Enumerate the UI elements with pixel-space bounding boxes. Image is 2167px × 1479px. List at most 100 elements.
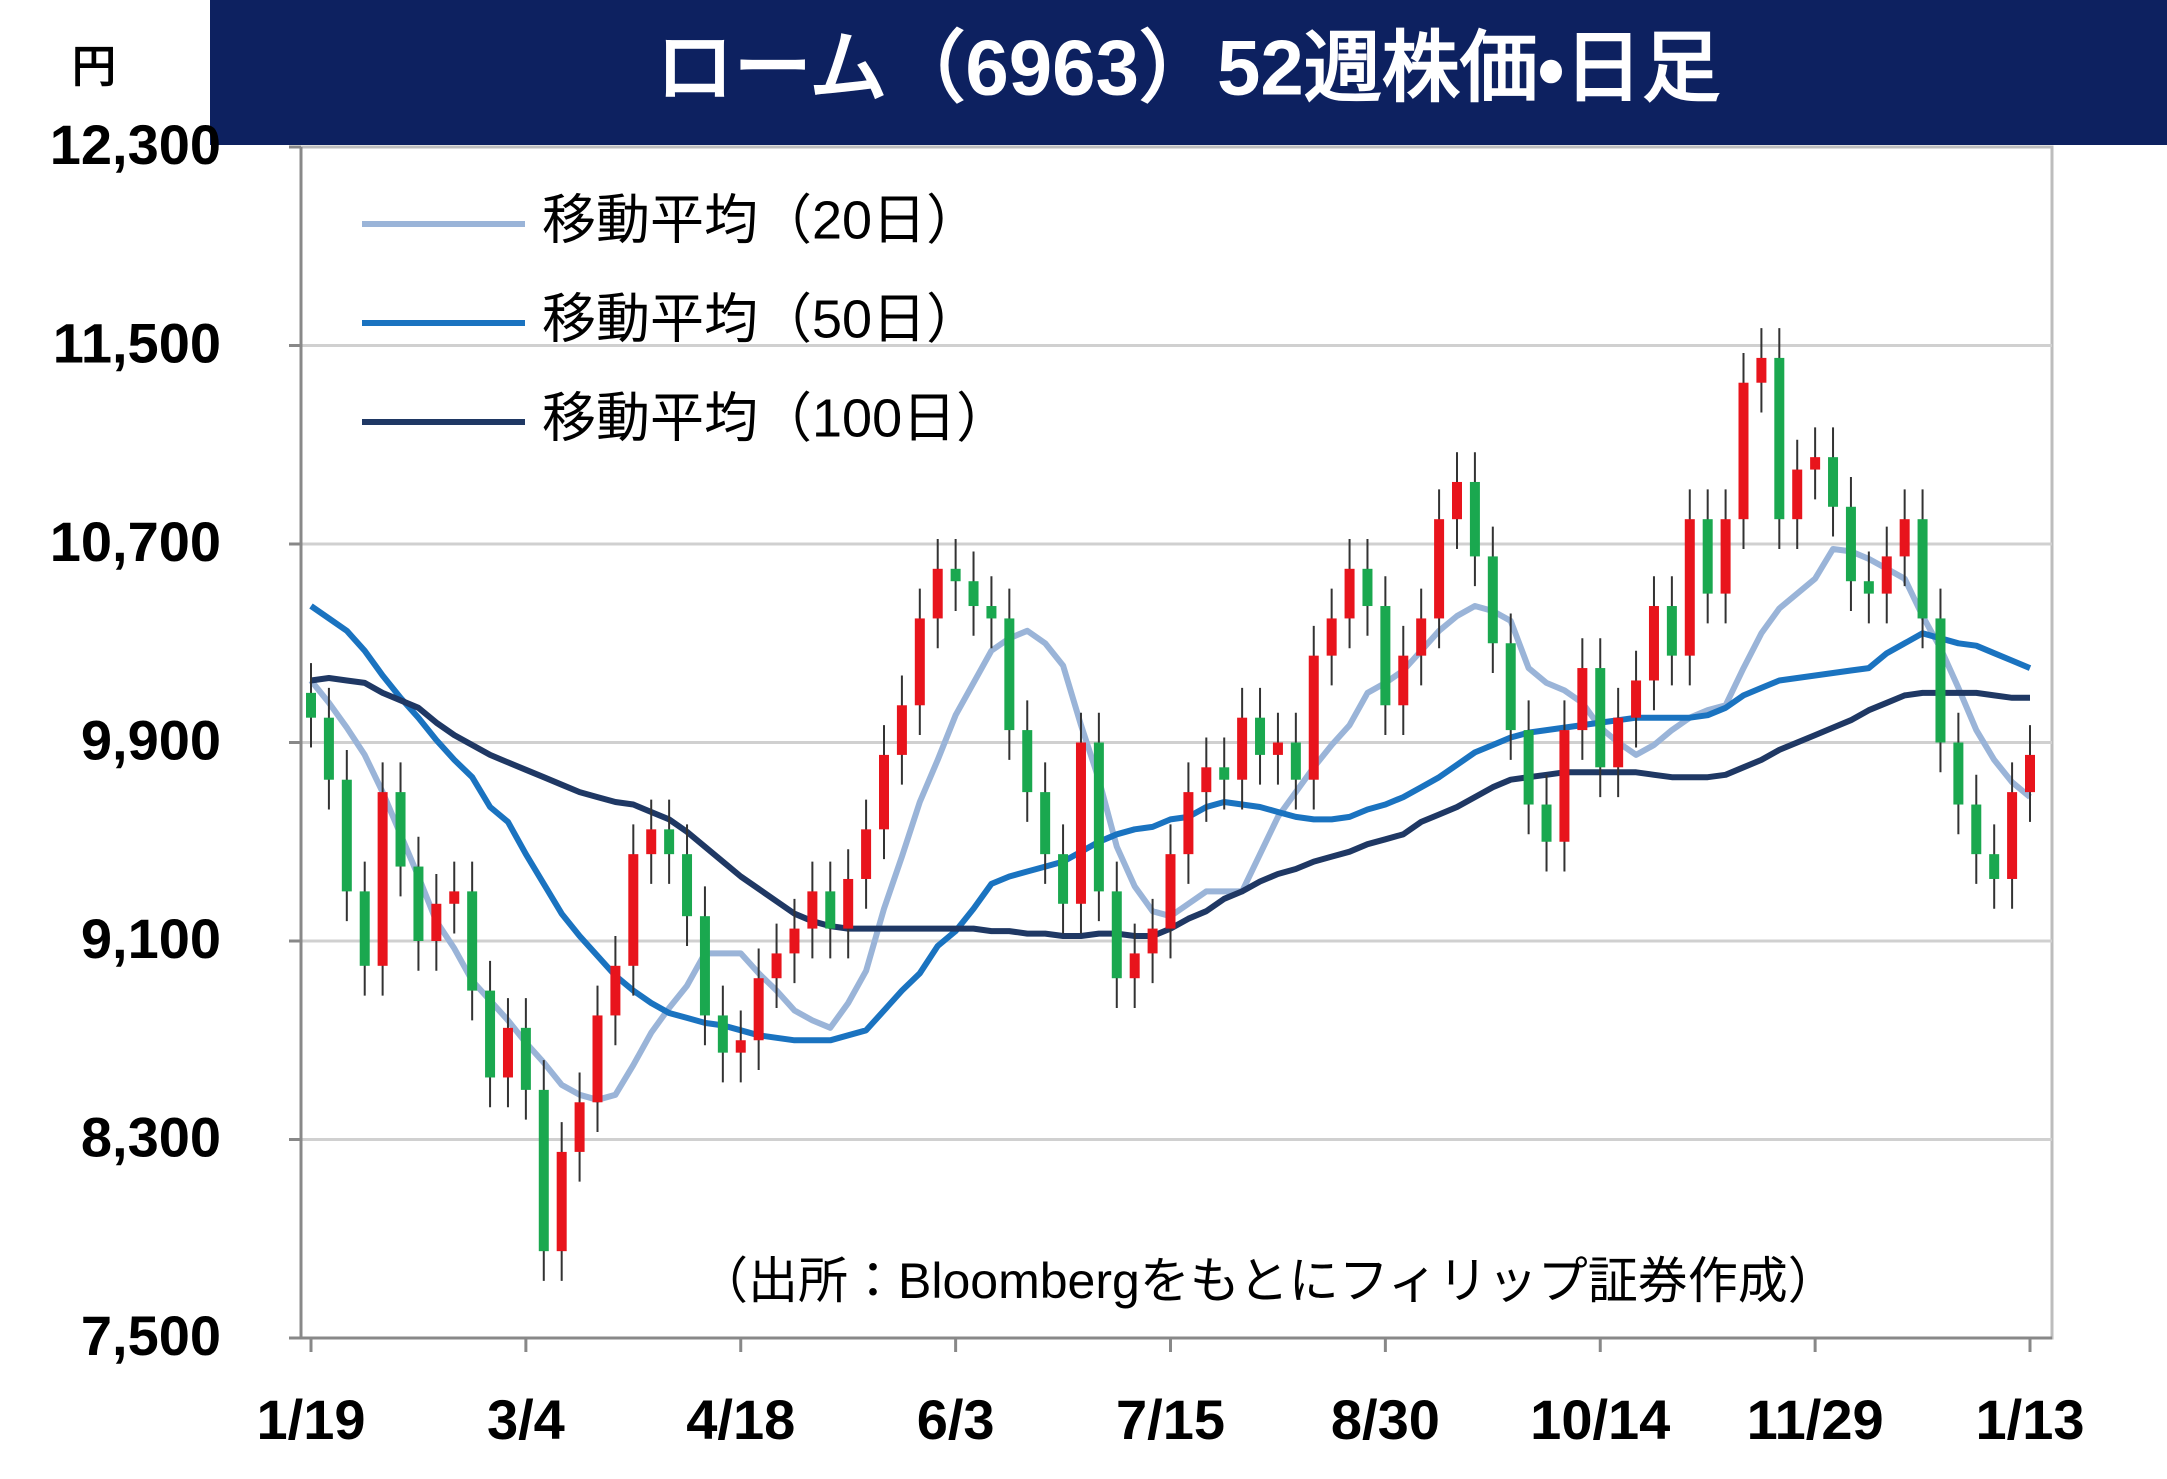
candle-body — [449, 891, 460, 904]
candle-body — [1881, 556, 1892, 594]
candle-body — [1666, 606, 1677, 656]
candle-body — [1971, 804, 1982, 855]
candle-body — [2025, 754, 2035, 793]
candles — [306, 328, 2035, 1281]
candle-body — [1129, 953, 1140, 979]
candle-body — [1810, 457, 1821, 470]
candle-body — [1290, 742, 1301, 780]
candle-body — [986, 606, 997, 619]
candle-body — [735, 1040, 746, 1053]
candle-body — [323, 717, 334, 780]
candle-body — [1237, 717, 1248, 780]
y-tick-label: 9,900 — [81, 708, 221, 771]
candle-body — [306, 692, 316, 718]
candle-body — [896, 705, 907, 755]
candle-body — [1792, 469, 1803, 520]
candle-body — [1344, 568, 1355, 619]
candle-body — [1863, 581, 1874, 594]
candle-body — [1362, 568, 1373, 607]
candle-body — [771, 953, 782, 979]
grid — [301, 344, 2052, 1141]
candle-body — [646, 829, 657, 855]
candle-body — [1523, 730, 1534, 805]
candle-body — [1613, 717, 1624, 768]
candle-body — [574, 1102, 585, 1152]
candle-body — [1219, 767, 1230, 780]
legend: 移動平均（20日） 移動平均（50日） 移動平均（100日） — [362, 190, 1010, 448]
candle-body — [1326, 618, 1337, 656]
candle-body — [1487, 556, 1498, 644]
candle-body — [717, 1015, 728, 1053]
candle-body — [1756, 357, 1767, 383]
candle-body — [879, 754, 889, 830]
candle-body — [1452, 481, 1462, 520]
candle-body — [1075, 742, 1086, 904]
source-note: （出所：Bloombergをもとにフィリップ証券作成） — [698, 1253, 1838, 1309]
y-tick-label: 11,500 — [53, 311, 221, 374]
candle-body — [1434, 519, 1445, 619]
candle-body — [1595, 668, 1606, 768]
axes: 7,500 8,300 9,100 9,900 10,700 11,500 12,300 1/… — [50, 113, 2085, 1451]
y-axis-unit: 円 — [72, 43, 116, 92]
candle-body — [1255, 717, 1266, 755]
y-tick-label: 9,100 — [81, 907, 221, 970]
candle-body — [1111, 891, 1122, 979]
candle-body — [341, 779, 352, 892]
candle-body — [377, 792, 388, 966]
candle-body — [485, 990, 496, 1078]
candle-body — [556, 1151, 567, 1252]
x-tick-label: 1/13 — [1976, 1388, 2085, 1451]
candle-body — [1917, 519, 1928, 619]
candle-body — [1469, 481, 1480, 557]
candle-body — [359, 891, 370, 966]
candle-body — [1058, 854, 1069, 904]
candle-body — [395, 792, 406, 867]
candle-body — [1505, 643, 1516, 731]
candle-body — [1631, 680, 1642, 718]
x-tick-label: 1/19 — [257, 1388, 366, 1451]
candle-body — [538, 1089, 549, 1252]
candle-body — [431, 903, 442, 941]
candle-body — [1774, 357, 1785, 520]
x-tick-label: 10/14 — [1530, 1388, 1670, 1451]
candle-body — [1720, 519, 1731, 594]
y-tick-label: 12,300 — [50, 113, 221, 176]
candle-body — [1398, 655, 1409, 706]
candle-body — [950, 568, 961, 582]
x-tick-label: 4/18 — [686, 1388, 795, 1451]
candle-body — [825, 891, 836, 929]
candle-body — [1648, 606, 1659, 681]
candle-body — [1989, 854, 2000, 879]
candle-body — [1559, 730, 1570, 842]
candle-body — [1040, 792, 1051, 855]
legend-label: 移動平均（50日） — [542, 289, 980, 349]
y-tick-label: 7,500 — [81, 1304, 221, 1367]
candle-body — [610, 965, 621, 1016]
x-tick-label: 3/4 — [487, 1388, 565, 1451]
candle-body — [1845, 506, 1856, 582]
candle-body — [807, 891, 818, 929]
candle-body — [1022, 730, 1033, 793]
candle-body — [628, 854, 639, 966]
candle-body — [1953, 742, 1964, 805]
candle-body — [968, 581, 979, 607]
y-tick-label: 10,700 — [50, 510, 221, 573]
candle-body — [467, 891, 478, 991]
candle-body — [1272, 742, 1283, 755]
candle-body — [502, 1027, 513, 1078]
candle-body — [699, 916, 710, 1016]
candle-body — [1093, 742, 1104, 892]
candle-body — [1702, 519, 1713, 594]
legend-label: 移動平均（100日） — [542, 388, 1010, 448]
chart-title: ローム（6963）52週株価・日足 — [656, 24, 1720, 112]
legend-label: 移動平均（20日） — [542, 190, 980, 250]
x-tick-label: 11/29 — [1747, 1388, 1884, 1451]
candle-body — [861, 829, 872, 879]
candle-body — [1004, 618, 1015, 731]
ma-line — [309, 603, 2032, 1044]
candle-body — [2007, 792, 2018, 879]
candle-body — [413, 866, 424, 941]
candle-body — [1577, 668, 1588, 731]
candle-body — [914, 618, 925, 706]
